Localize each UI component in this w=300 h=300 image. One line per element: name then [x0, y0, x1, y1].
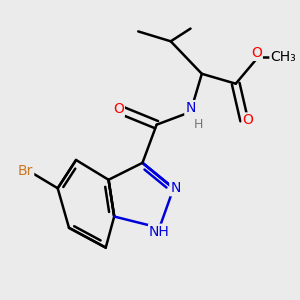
Text: O: O — [243, 113, 254, 128]
Text: N: N — [185, 101, 196, 115]
Text: O: O — [251, 46, 262, 60]
Text: N: N — [170, 181, 181, 195]
Text: O: O — [113, 102, 124, 116]
Text: CH₃: CH₃ — [271, 50, 296, 64]
Text: NH: NH — [149, 225, 170, 239]
Text: Br: Br — [18, 164, 33, 178]
Text: H: H — [194, 118, 203, 131]
